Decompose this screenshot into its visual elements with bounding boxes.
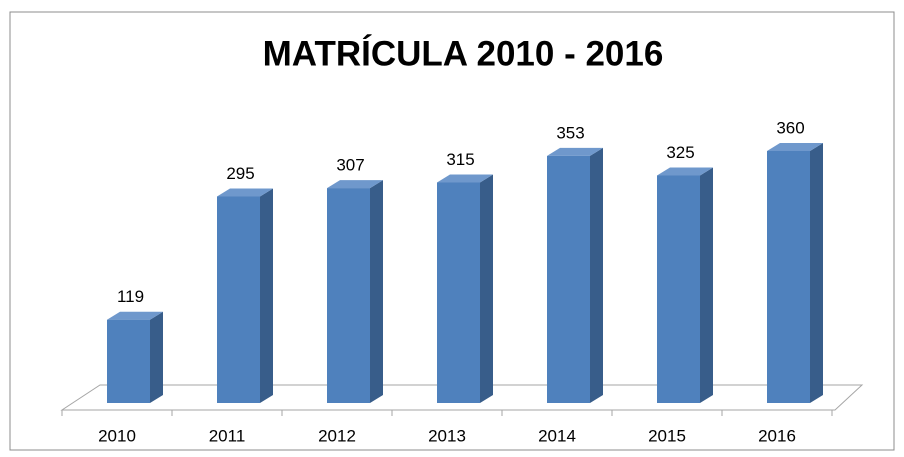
value-label: 315: [446, 150, 474, 169]
bar-top: [767, 143, 823, 151]
bar-top: [547, 147, 603, 156]
bar-front: [107, 319, 150, 403]
value-label: 295: [226, 164, 254, 183]
bar-side: [810, 143, 823, 403]
bar-front: [437, 182, 480, 403]
x-tick-label: 2016: [758, 426, 796, 445]
bar-side: [700, 167, 713, 403]
bar-side: [370, 180, 383, 403]
x-tick-label: 2014: [538, 426, 576, 445]
value-label: 353: [556, 123, 584, 142]
value-label: 119: [117, 287, 144, 306]
bar-top: [437, 174, 493, 183]
x-tick-label: 2015: [648, 426, 686, 445]
bar-side: [260, 188, 273, 403]
bar-front: [767, 151, 810, 403]
bar-top: [327, 180, 383, 189]
bar-side: [150, 311, 163, 403]
bar-front: [657, 175, 700, 403]
x-tick-label: 2010: [98, 426, 136, 445]
bar-top: [107, 311, 163, 320]
bar: [327, 180, 383, 403]
value-label: 360: [776, 118, 804, 137]
bar: [107, 311, 163, 403]
bar-front: [327, 188, 370, 403]
bar: [217, 188, 273, 403]
bar-top: [217, 188, 273, 197]
value-label: 307: [336, 156, 364, 175]
chart-title: MATRÍCULA 2010 - 2016: [263, 33, 664, 73]
x-tick-label: 2011: [209, 426, 246, 445]
bar: [657, 167, 713, 403]
bar-side: [590, 147, 603, 403]
bar-top: [657, 167, 713, 176]
bar: [767, 143, 823, 403]
bar-front: [217, 196, 260, 403]
bar: [547, 147, 603, 403]
bar: [437, 174, 493, 403]
x-tick-label: 2012: [318, 426, 356, 445]
bar-side: [480, 174, 493, 403]
x-tick-label: 2013: [428, 426, 466, 445]
value-label: 325: [666, 143, 694, 162]
bar-front: [547, 155, 590, 403]
